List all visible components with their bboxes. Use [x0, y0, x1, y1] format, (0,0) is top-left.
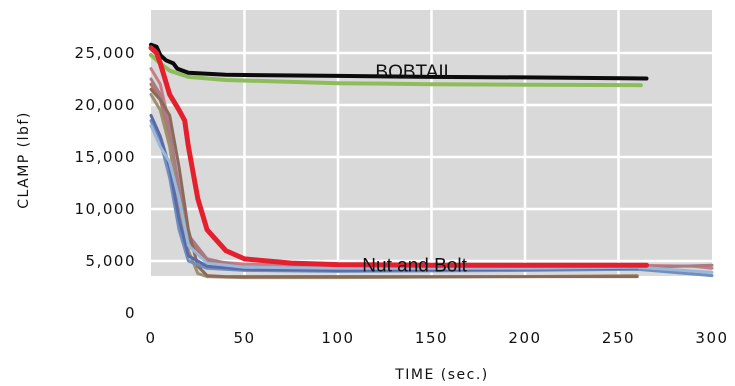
series-lines: [148, 42, 714, 280]
y-tick-label: 20,000: [75, 96, 137, 114]
y-tick-labels: 0 5,000 10,000 15,000 20,000 25,000: [75, 44, 137, 322]
y-tick-label: 5,000: [86, 252, 136, 270]
x-tick-label: 150: [415, 329, 448, 347]
x-tick-labels: 0 50 100 150 200 250 300: [145, 329, 728, 347]
horizontal-gridlines: [151, 51, 712, 263]
y-tick-label: 0: [125, 304, 136, 322]
series-line-10: [149, 124, 714, 274]
annotation-label: Nut and Bolt: [362, 255, 467, 276]
annotations: BOBTAIL Nut and Bolt: [362, 62, 467, 276]
x-tick-label: 250: [602, 329, 635, 347]
x-tick-label: 300: [695, 329, 728, 347]
annotation-label: BOBTAIL: [375, 62, 454, 83]
x-tick-label: 0: [145, 329, 156, 347]
y-tick-label: 10,000: [75, 200, 137, 218]
y-axis-label: CLAMP (lbf): [16, 111, 32, 209]
series-line-2: [149, 42, 649, 81]
vertical-gridlines: [243, 10, 620, 276]
x-tick-label: 100: [321, 329, 354, 347]
y-tick-label: 25,000: [75, 44, 137, 62]
x-axis-label: TIME (sec.): [394, 367, 489, 383]
series-line-11: [148, 45, 649, 268]
x-tick-label: 200: [508, 329, 541, 347]
y-tick-label: 15,000: [75, 148, 137, 166]
x-tick-label: 50: [233, 329, 255, 347]
